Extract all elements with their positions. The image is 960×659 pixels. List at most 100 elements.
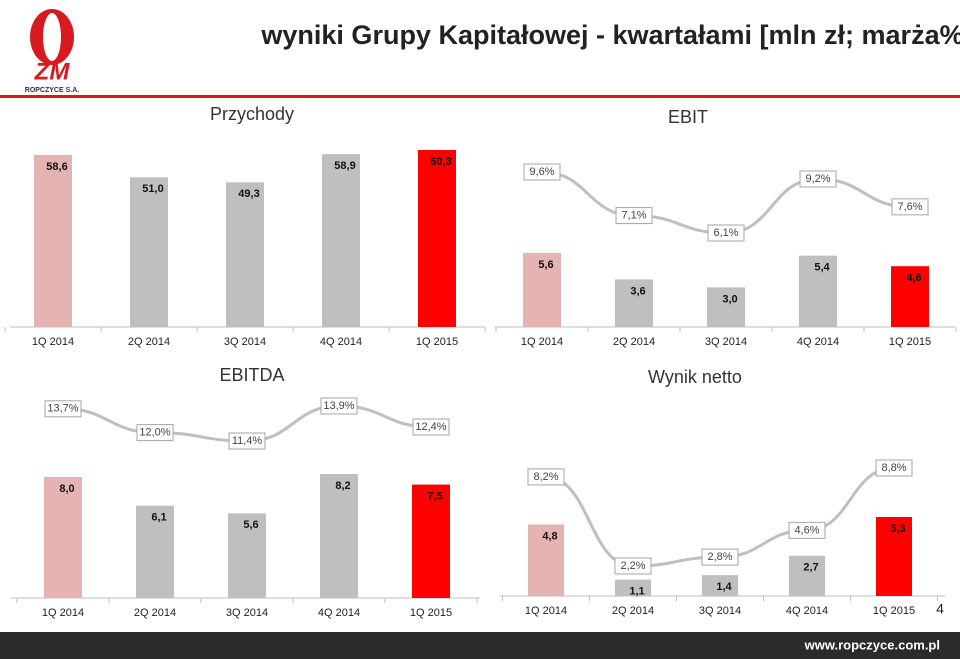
x-tick-label: 3Q 2014 xyxy=(224,336,266,348)
bar xyxy=(702,575,738,596)
data-label-box xyxy=(228,432,266,450)
data-label-box xyxy=(799,170,837,188)
data-label-box xyxy=(320,397,358,415)
x-tick-label: 1Q 2014 xyxy=(42,607,84,619)
data-label-box xyxy=(412,418,450,436)
data-label: 2,2% xyxy=(620,560,645,572)
x-tick-label: 2Q 2014 xyxy=(612,605,654,617)
header-rule xyxy=(0,95,960,98)
data-label-box xyxy=(527,468,565,486)
chart: EBITDA 1Q 2014 2Q 2014 3Q 2014 4Q 2014 1Q 201… xyxy=(10,365,480,619)
bar xyxy=(34,154,72,327)
data-label: 12,0% xyxy=(139,427,170,439)
data-label: 9,2% xyxy=(805,173,830,185)
x-tick-label: 1Q 2014 xyxy=(32,336,74,348)
data-label: 60,3 xyxy=(430,156,451,168)
bar xyxy=(130,177,168,327)
bar xyxy=(615,279,653,327)
bar xyxy=(891,266,929,327)
data-label-box xyxy=(44,400,82,418)
bar xyxy=(226,182,264,327)
data-label-box xyxy=(707,224,745,242)
data-label: 58,9 xyxy=(334,160,355,172)
data-label: 2,7 xyxy=(803,562,818,574)
x-tick-label: 1Q 2014 xyxy=(521,336,563,348)
data-label: 8,0 xyxy=(59,483,74,495)
logo-shape xyxy=(43,13,61,61)
x-tick-label: 1Q 2015 xyxy=(889,336,931,348)
bar xyxy=(44,477,82,598)
chart: EBIT 1Q 2014 2Q 2014 3Q 2014 4Q 2014 1Q 2015 5… xyxy=(495,107,957,348)
x-tick-label: 1Q 2015 xyxy=(410,607,452,619)
bar xyxy=(322,154,360,327)
bar xyxy=(615,579,651,596)
data-label: 1,4 xyxy=(716,581,732,593)
data-label: 12,4% xyxy=(415,421,446,433)
x-tick-label: 2Q 2014 xyxy=(134,607,176,619)
x-tick-label: 3Q 2014 xyxy=(705,336,747,348)
bar xyxy=(523,253,561,327)
data-label-box xyxy=(136,424,174,442)
x-tick-label: 1Q 2014 xyxy=(525,605,567,617)
x-tick-label: 4Q 2014 xyxy=(797,336,839,348)
data-label: 51,0 xyxy=(142,183,163,195)
chart: Przychody 1Q 2014 2Q 2014 3Q 2014 4Q 2014 1Q … xyxy=(4,104,486,348)
footer-bar xyxy=(0,632,960,659)
data-label-box xyxy=(875,459,913,477)
data-label: 4,6 xyxy=(906,272,921,284)
bar xyxy=(412,484,450,598)
data-label: 58,6 xyxy=(46,161,67,173)
slide-title: wyniki Grupy Kapitałowej - kwartałami [m… xyxy=(260,20,960,50)
data-label-box xyxy=(701,548,739,566)
data-label: 13,9% xyxy=(323,400,354,412)
data-label: 7,1% xyxy=(621,209,646,221)
page-number: 4 xyxy=(936,601,944,617)
bar xyxy=(876,517,912,596)
x-tick-label: 1Q 2015 xyxy=(873,605,915,617)
data-label: 5,6 xyxy=(538,259,553,271)
data-label-box xyxy=(891,198,929,216)
data-label-box xyxy=(614,557,652,575)
chart-title: Przychody xyxy=(210,104,294,124)
x-tick-label: 3Q 2014 xyxy=(699,605,741,617)
data-label: 8,2% xyxy=(533,471,558,483)
data-label: 4,8 xyxy=(542,530,557,542)
x-tick-label: 2Q 2014 xyxy=(128,336,170,348)
data-label: 6,1 xyxy=(151,512,166,524)
data-label-box xyxy=(523,163,561,181)
bar xyxy=(136,505,174,598)
x-tick-label: 4Q 2014 xyxy=(786,605,828,617)
data-label: 6,1% xyxy=(713,227,738,239)
data-label-box xyxy=(615,207,653,225)
data-label: 7,6% xyxy=(897,201,922,213)
data-label-box xyxy=(788,521,826,539)
chart-title: Wynik netto xyxy=(648,367,742,387)
logo: ZM ROPCZYCE S.A. xyxy=(25,9,80,94)
data-label: 49,3 xyxy=(238,188,259,200)
data-label: 8,2 xyxy=(335,480,350,492)
footer-url: www.ropczyce.com.pl xyxy=(804,637,940,652)
chart: Wynik netto 1Q 2014 2Q 2014 3Q 2014 4Q 2014 1… xyxy=(500,367,945,617)
logo-subtext: ROPCZYCE S.A. xyxy=(25,87,80,94)
x-tick-label: 4Q 2014 xyxy=(318,607,360,619)
chart-title: EBITDA xyxy=(219,365,284,385)
bar xyxy=(799,255,837,327)
x-tick-label: 2Q 2014 xyxy=(613,336,655,348)
bar xyxy=(707,287,745,327)
data-label: 2,8% xyxy=(707,551,732,563)
data-label: 1,1 xyxy=(629,586,644,598)
data-label: 7,5 xyxy=(427,490,442,502)
data-label: 13,7% xyxy=(47,403,78,415)
x-tick-label: 3Q 2014 xyxy=(226,607,268,619)
data-label: 3,6 xyxy=(630,285,645,297)
logo-text: ZM xyxy=(34,58,71,85)
data-label: 5,6 xyxy=(243,519,258,531)
x-tick-label: 1Q 2015 xyxy=(416,336,458,348)
bar xyxy=(418,150,456,327)
data-label: 9,6% xyxy=(529,166,554,178)
data-label: 4,6% xyxy=(794,524,819,536)
data-label: 3,0 xyxy=(722,293,737,305)
data-label: 5,3 xyxy=(890,523,905,535)
bar xyxy=(228,513,266,598)
